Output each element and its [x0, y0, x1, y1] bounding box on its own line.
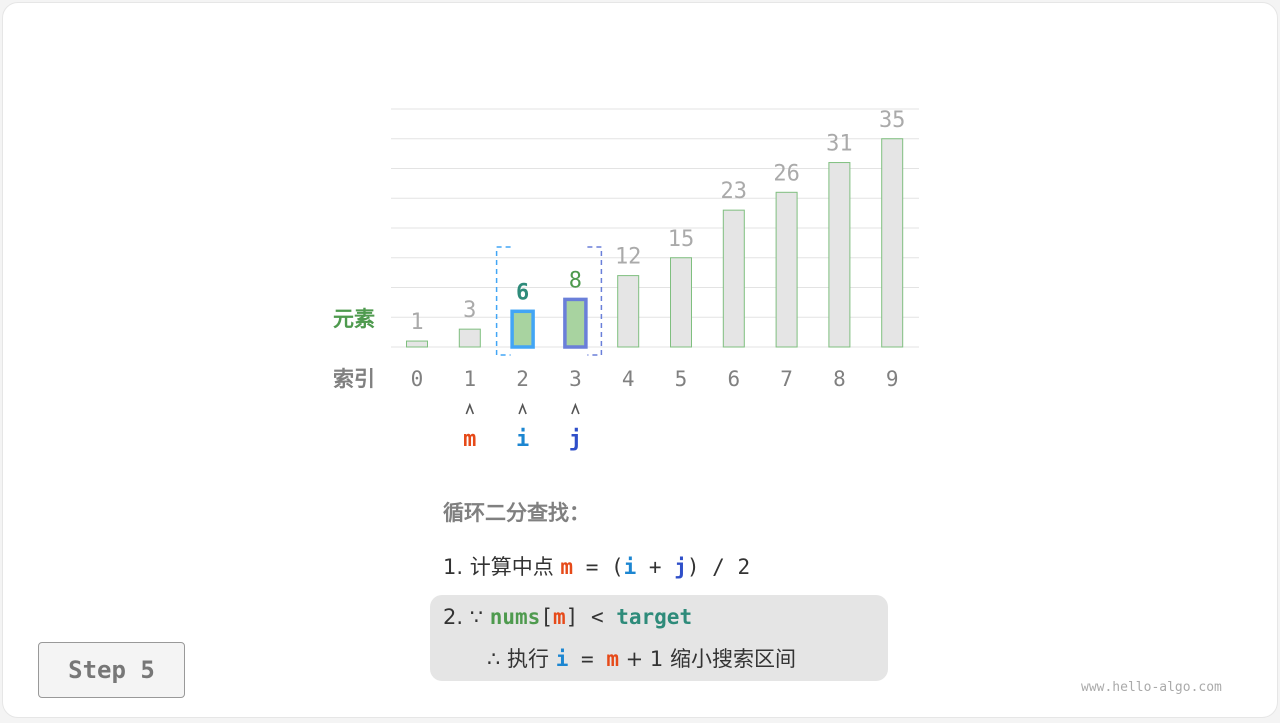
- step-1-eq: = (: [573, 555, 624, 579]
- step-2-action-suffix: + 1 缩小搜索区间: [618, 647, 796, 671]
- bar: [617, 275, 640, 348]
- value-label: 6: [516, 280, 529, 305]
- index-label: 5: [675, 367, 688, 391]
- step-2-action-prefix: ∴ 执行: [487, 647, 556, 671]
- pointer-i: i: [516, 427, 529, 452]
- var-m: m: [560, 555, 574, 579]
- interval-right-bracket: [587, 246, 603, 356]
- value-label: 23: [721, 179, 748, 204]
- pointer-arrow-icon: [465, 402, 475, 415]
- bar: [458, 328, 481, 348]
- value-label: 3: [463, 298, 476, 323]
- steps-title: 循环二分查找：: [443, 501, 590, 525]
- value-label: 35: [879, 108, 906, 133]
- step-button[interactable]: Step 5: [38, 642, 185, 698]
- bar: [881, 138, 904, 348]
- index-label: 8: [833, 367, 846, 391]
- step-2-action: ∴ 执行 i = m + 1 缩小搜索区间: [487, 643, 796, 673]
- value-label: 31: [826, 132, 853, 157]
- index-row-label: 索引: [333, 367, 375, 391]
- step-1-plus: +: [636, 555, 675, 579]
- index-label: 2: [516, 367, 529, 391]
- bar: [406, 340, 428, 348]
- bar: [722, 209, 745, 348]
- step-1-suffix: ) / 2: [686, 555, 751, 579]
- step-2-highlight-box: [430, 595, 888, 681]
- pointer-arrow-icon: [571, 402, 580, 415]
- pointer-arrow-icon: [518, 402, 527, 415]
- less-than: <: [578, 605, 617, 629]
- index-label: 9: [886, 367, 899, 391]
- value-label: 12: [615, 245, 642, 270]
- index-label: 6: [727, 367, 740, 391]
- var-m: m: [606, 647, 619, 671]
- index-label: 7: [780, 367, 793, 391]
- step-2-eq: =: [568, 647, 607, 671]
- index-label: 1: [463, 367, 476, 391]
- index-label: 4: [622, 367, 635, 391]
- pointer-m: m: [463, 427, 476, 452]
- var-i: i: [623, 555, 637, 579]
- bar: [775, 191, 798, 348]
- element-row-label: 元素: [333, 307, 375, 331]
- bar: [670, 257, 692, 348]
- bar: [510, 309, 535, 349]
- var-nums: nums: [489, 605, 541, 629]
- step-1-text: 1. 计算中点: [443, 555, 561, 579]
- var-target: target: [616, 605, 693, 629]
- bar: [563, 297, 588, 349]
- watermark: www.hello-algo.com: [1081, 680, 1222, 695]
- value-label: 15: [668, 227, 695, 252]
- var-m: m: [552, 605, 566, 629]
- index-label: 0: [411, 367, 424, 391]
- bracket-right: ]: [565, 605, 579, 629]
- value-label: 1: [410, 310, 423, 335]
- step-2-prefix: 2. ∵: [443, 605, 490, 629]
- bracket-left: [: [540, 605, 553, 629]
- interval-left-bracket: [495, 246, 511, 356]
- value-label: 26: [773, 161, 800, 186]
- var-j: j: [674, 555, 687, 579]
- value-label: 8: [569, 268, 582, 293]
- index-label: 3: [569, 367, 582, 391]
- var-i: i: [555, 647, 569, 671]
- bar: [828, 162, 851, 348]
- pointer-j: j: [569, 427, 582, 452]
- step-1: 1. 计算中点 m = (i + j) / 2: [443, 551, 750, 581]
- step-2-condition: 2. ∵ nums[m] < target: [443, 605, 692, 629]
